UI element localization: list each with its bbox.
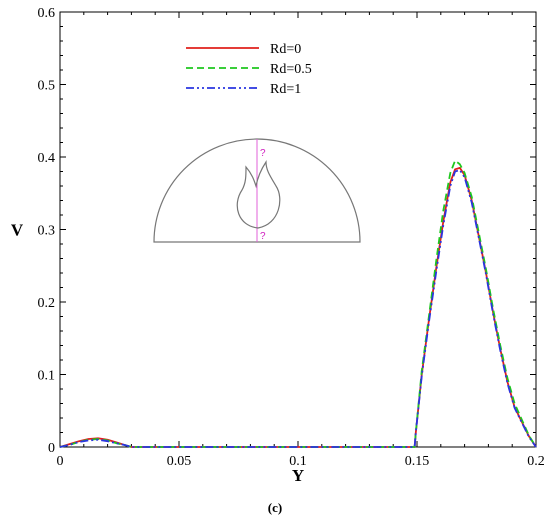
inset-flame-shape (236, 160, 281, 229)
y-tick-label: 0.3 (38, 224, 56, 239)
plot-frame (59, 11, 537, 448)
series-line-1 (59, 159, 537, 448)
x-tick-label: 0 (57, 454, 64, 469)
inset-semicircle-domain (153, 138, 361, 243)
legend-label-1: Rd=0.5 (270, 62, 312, 77)
y-tick-label: 0.4 (38, 151, 56, 166)
y-tick-label: 0 (48, 441, 55, 456)
series-line-0 (59, 166, 537, 448)
y-axis-title: V (11, 221, 24, 240)
x-axis-title: Y (292, 466, 304, 485)
legend-label-2: Rd=1 (270, 82, 301, 97)
legend-label-0: Rd=0 (270, 42, 301, 57)
x-tick-label: 0.05 (167, 454, 192, 469)
inset-marker-top: ? (260, 148, 266, 159)
y-tick-label: 0.6 (38, 6, 56, 21)
inset-marker-bottom: ? (260, 231, 266, 242)
series-line-2 (59, 169, 537, 448)
y-tick-label: 0.5 (38, 79, 56, 94)
y-tick-label: 0.2 (38, 296, 56, 311)
x-tick-label: 0.15 (405, 454, 430, 469)
figure-caption: (c) (268, 500, 282, 515)
x-tick-label: 0.1 (289, 454, 307, 469)
y-tick-label: 0.1 (38, 369, 56, 384)
x-tick-label: 0.2 (527, 454, 545, 469)
